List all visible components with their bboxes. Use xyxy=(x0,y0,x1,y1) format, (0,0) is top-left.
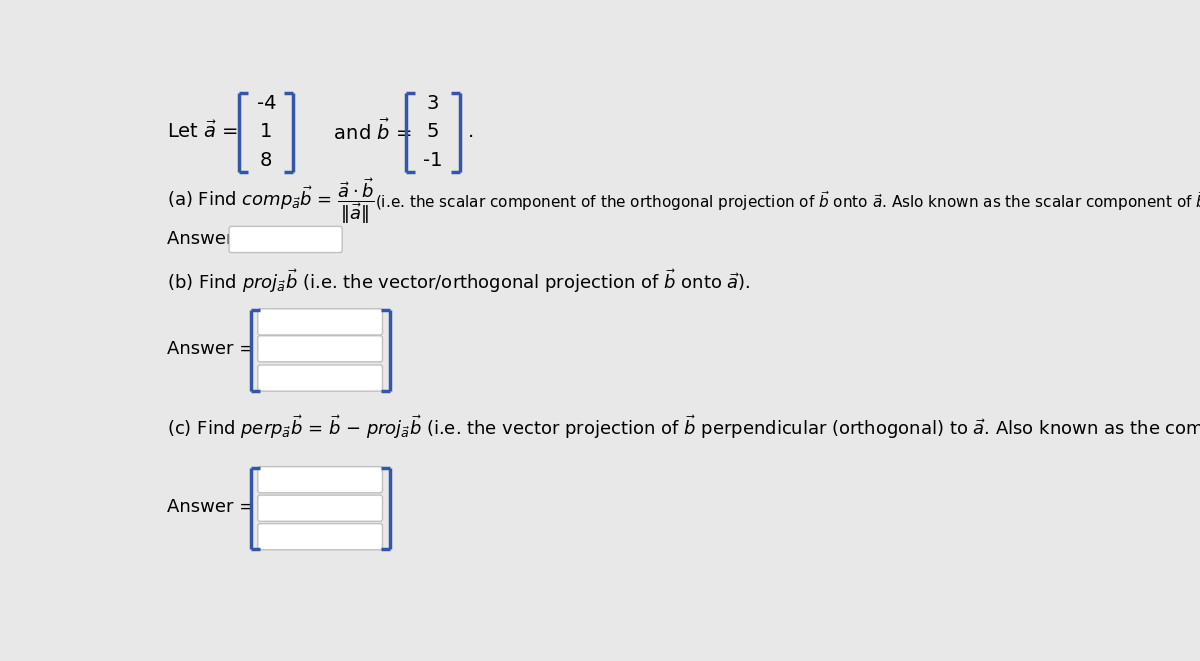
Text: (i.e. the scalar component of the orthogonal projection of $\vec{b}$ onto $\vec{: (i.e. the scalar component of the orthog… xyxy=(374,189,1200,213)
FancyBboxPatch shape xyxy=(258,467,383,493)
Text: Answer =: Answer = xyxy=(167,498,260,516)
Text: Answer =: Answer = xyxy=(167,231,260,249)
FancyBboxPatch shape xyxy=(258,524,383,550)
Text: 8: 8 xyxy=(260,151,272,170)
FancyBboxPatch shape xyxy=(258,365,383,391)
Text: (a) Find $\mathit{comp}_{\vec{a}}\vec{b}$ = $\dfrac{\vec{a}\cdot\vec{b}}{\|\vec{: (a) Find $\mathit{comp}_{\vec{a}}\vec{b}… xyxy=(167,176,374,225)
Text: -4: -4 xyxy=(257,95,276,114)
Text: Let $\vec{a}$ =: Let $\vec{a}$ = xyxy=(167,121,239,142)
FancyBboxPatch shape xyxy=(258,309,383,335)
Text: 3: 3 xyxy=(427,95,439,114)
Text: 5: 5 xyxy=(427,122,439,141)
Text: -1: -1 xyxy=(424,151,443,170)
Text: -15/9: -15/9 xyxy=(236,231,284,249)
Text: .: . xyxy=(468,122,474,141)
FancyBboxPatch shape xyxy=(258,336,383,362)
FancyBboxPatch shape xyxy=(258,495,383,522)
Text: 1: 1 xyxy=(260,122,272,141)
Text: (c) Find $\mathit{perp}_{\vec{a}}\vec{b}$ = $\vec{b}$ $-$ $\mathit{proj}_{\vec{a: (c) Find $\mathit{perp}_{\vec{a}}\vec{b}… xyxy=(167,413,1200,442)
Text: (b) Find $\mathit{proj}_{\vec{a}}\vec{b}$ (i.e. the vector/orthogonal projection: (b) Find $\mathit{proj}_{\vec{a}}\vec{b}… xyxy=(167,267,751,295)
Text: Answer =: Answer = xyxy=(167,340,260,358)
Text: and $\vec{b}$ =: and $\vec{b}$ = xyxy=(308,119,412,144)
FancyBboxPatch shape xyxy=(229,226,342,253)
